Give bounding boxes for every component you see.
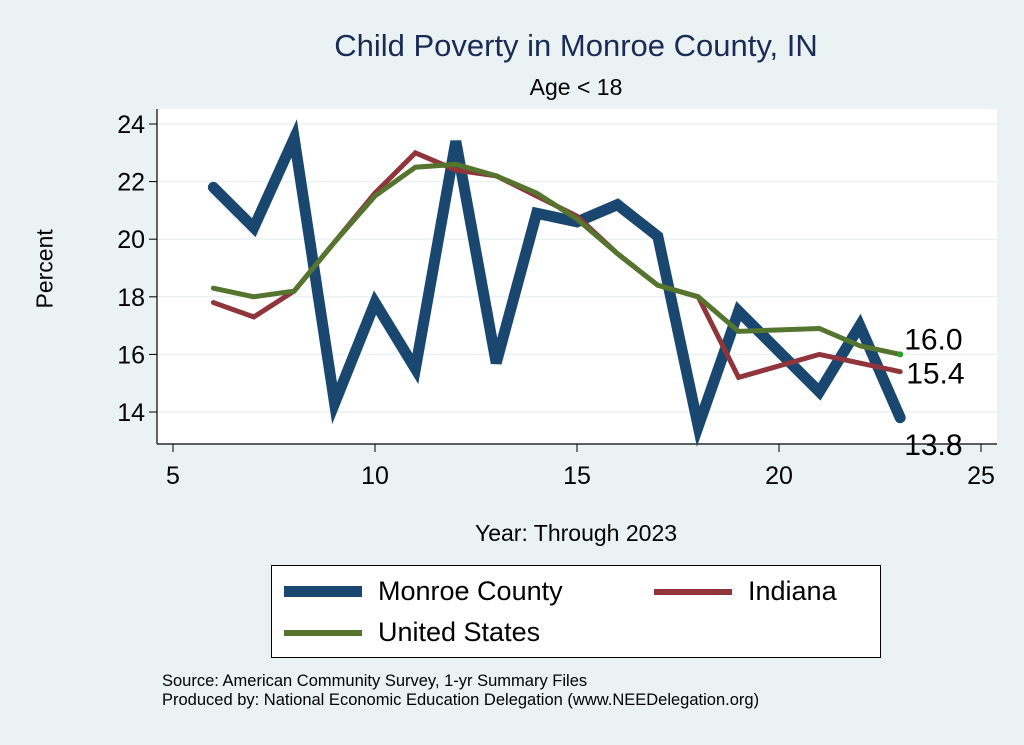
legend-label-indiana: Indiana <box>748 576 837 606</box>
series-indiana-end-label: 15.4 <box>906 358 964 391</box>
x-axis-label: Year: Through 2023 <box>474 520 678 546</box>
y-tick-label: 16 <box>117 341 145 369</box>
y-axis-label: Percent <box>31 229 58 309</box>
x-tick-label: 10 <box>361 462 389 490</box>
y-tick-label: 24 <box>117 111 145 139</box>
y-tick-label: 14 <box>117 399 145 427</box>
legend-swatch-us <box>284 629 362 636</box>
x-tick-label: 15 <box>563 462 591 490</box>
series-united-states-end-marker <box>897 351 904 358</box>
producer-note: Produced by: National Economic Education… <box>162 691 760 709</box>
series-united-states-end-label: 16.0 <box>904 323 962 356</box>
legend-swatch-indiana <box>654 588 732 595</box>
legend-label-monroe: Monroe County <box>378 576 563 606</box>
legend-item-us: United States <box>284 617 540 648</box>
y-tick-label: 18 <box>117 284 145 312</box>
y-tick-label: 22 <box>117 169 145 197</box>
series-monroe-county-end-label: 13.8 <box>904 429 962 462</box>
source-note: Source: American Community Survey, 1-yr … <box>162 672 588 690</box>
legend-swatch-monroe <box>284 586 362 597</box>
legend: Monroe County Indiana United States <box>271 565 881 658</box>
y-tick-label: 20 <box>117 226 145 254</box>
x-tick-label: 5 <box>166 462 180 490</box>
source-notes: Source: American Community Survey, 1-yr … <box>162 672 759 710</box>
chart-subtitle: Age < 18 <box>529 74 623 100</box>
legend-item-indiana: Indiana <box>654 576 837 607</box>
chart-title: Child Poverty in Monroe County, IN <box>334 28 818 63</box>
x-tick-label: 20 <box>765 462 793 490</box>
legend-item-monroe: Monroe County <box>284 576 563 607</box>
legend-label-us: United States <box>378 617 541 647</box>
x-tick-label: 25 <box>967 462 995 490</box>
